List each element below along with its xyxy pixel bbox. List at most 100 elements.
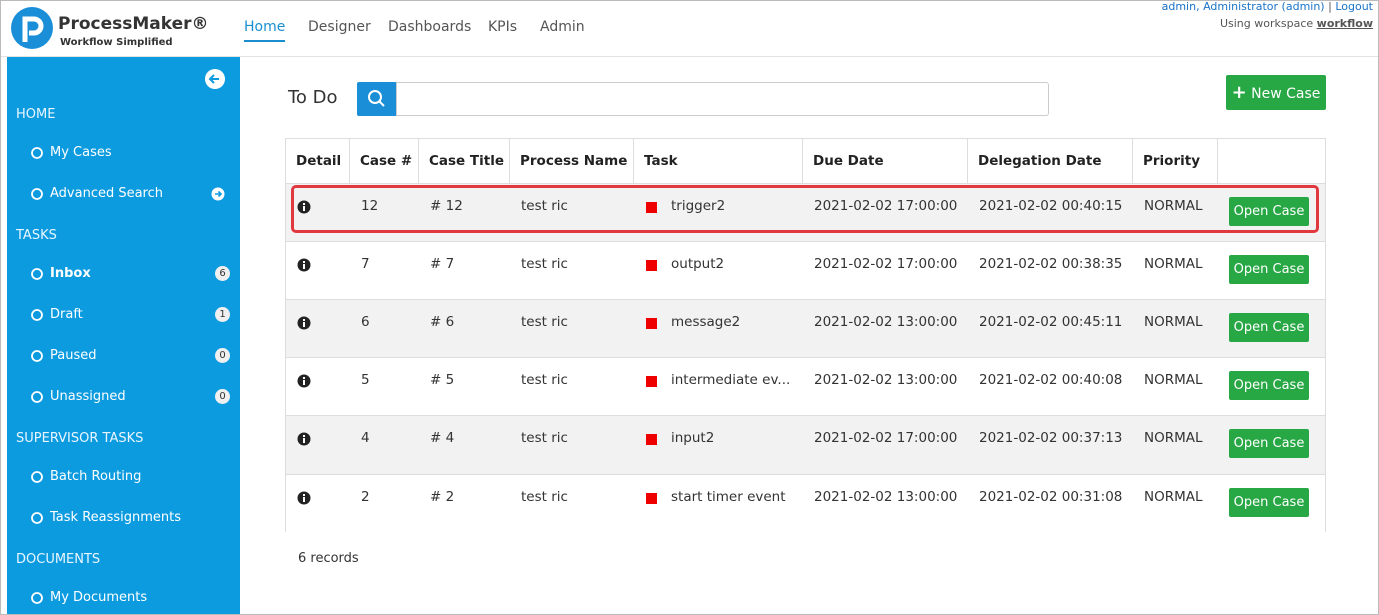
search-button[interactable]	[357, 82, 397, 116]
table-row: 5 # 5 test ric intermediate ev... 2021-02-02…	[286, 357, 1325, 416]
detail-icon[interactable]	[297, 374, 311, 388]
due-date: 2021-02-02 17:00:00	[814, 256, 958, 272]
collapse-button[interactable]	[204, 68, 226, 90]
case-number: 2	[361, 489, 370, 505]
delegation-date: 2021-02-02 00:31:08	[979, 489, 1123, 505]
process-name: test ric	[521, 256, 568, 272]
task-name: start timer event	[671, 489, 786, 505]
nav-link[interactable]: Home	[244, 19, 286, 42]
case-title: # 7	[430, 256, 455, 272]
case-number: 7	[361, 256, 370, 272]
delegation-date: 2021-02-02 00:37:13	[979, 430, 1123, 446]
case-number: 6	[361, 314, 370, 330]
case-number: 12	[361, 198, 379, 214]
due-date: 2021-02-02 13:00:00	[814, 489, 958, 505]
open-case-button[interactable]: Open Case	[1229, 371, 1309, 400]
column-header: Priority	[1143, 153, 1200, 169]
task-status	[646, 260, 657, 271]
case-number: 5	[361, 372, 370, 388]
nav-icon	[31, 268, 43, 280]
task-name: intermediate ev...	[671, 372, 791, 388]
detail-icon[interactable]	[297, 200, 311, 214]
priority: NORMAL	[1144, 372, 1203, 388]
nav-label: Inbox	[50, 266, 91, 281]
new-case-button[interactable]: + New Case	[1226, 75, 1326, 110]
task-status	[646, 493, 657, 504]
open-case-button[interactable]: Open Case	[1229, 197, 1309, 226]
nav-item[interactable]: My Cases	[7, 136, 240, 170]
header-divider	[0, 56, 1379, 57]
table-row: 7 # 7 test ric output2 2021-02-02 17:00:00 20…	[286, 241, 1325, 300]
case-title: # 5	[430, 372, 455, 388]
table-row: 4 # 4 test ric input2 2021-02-02 17:00:00 202…	[286, 415, 1325, 475]
nav-item[interactable]: Paused 0	[7, 339, 240, 373]
process-name: test ric	[521, 489, 568, 505]
task-name: input2	[671, 430, 715, 446]
process-name: test ric	[521, 372, 568, 388]
open-case-button[interactable]: Open Case	[1229, 488, 1309, 517]
priority: NORMAL	[1144, 256, 1203, 272]
nav-item[interactable]: Task Reassignments	[7, 501, 240, 535]
nav-label: Advanced Search	[50, 186, 164, 201]
column-header: Case #	[360, 153, 413, 169]
logo	[11, 7, 53, 49]
case-number: 4	[361, 430, 370, 446]
task-name: message2	[671, 314, 741, 330]
count-badge: 6	[215, 266, 230, 281]
nav-item[interactable]: My Documents	[7, 581, 240, 615]
section-title: TASKS	[16, 228, 57, 243]
nav-label: My Documents	[50, 590, 148, 605]
priority: NORMAL	[1144, 198, 1203, 214]
workspace-link[interactable]: workflow	[1316, 17, 1373, 30]
workspace-label: Using workspace	[1219, 17, 1314, 30]
cases-table: Detail Case # Case Title Process Name Task Du…	[285, 138, 1326, 533]
nav-icon	[31, 391, 43, 403]
open-case-button[interactable]: Open Case	[1229, 429, 1309, 458]
case-title: # 2	[430, 489, 455, 505]
nav-item[interactable]: Batch Routing	[7, 460, 240, 494]
search-input[interactable]	[396, 82, 1049, 116]
nav-item[interactable]: Inbox 6	[7, 257, 240, 291]
nav-item[interactable]: Draft 1	[7, 298, 240, 332]
brand: ProcessMaker®	[58, 14, 209, 34]
open-case-button[interactable]: Open Case	[1229, 255, 1309, 284]
process-name: test ric	[521, 314, 568, 330]
task-status	[646, 318, 657, 329]
highlight-box	[291, 185, 1319, 233]
nav-link[interactable]: Admin	[540, 19, 585, 35]
count-badge: 0	[215, 348, 230, 363]
case-title: # 6	[430, 314, 455, 330]
detail-icon[interactable]	[297, 258, 311, 272]
due-date: 2021-02-02 17:00:00	[814, 430, 958, 446]
nav-icon	[31, 147, 43, 159]
workspace-bar: Using workspace workflow	[1220, 17, 1373, 30]
logout-link[interactable]: Logout	[1335, 0, 1373, 13]
table-row: 12 # 12 test ric trigger2 2021-02-02 17:00:0…	[286, 183, 1325, 242]
process-name: test ric	[521, 198, 568, 214]
task-name: trigger2	[671, 198, 726, 214]
detail-icon[interactable]	[297, 491, 311, 505]
task-name: output2	[671, 256, 725, 272]
nav-icon	[31, 350, 43, 362]
expand-arrow[interactable]	[211, 187, 225, 201]
nav-link[interactable]: Dashboards	[388, 19, 472, 35]
user-name[interactable]: admin, Administrator (admin)	[1161, 0, 1325, 13]
detail-icon[interactable]	[297, 432, 311, 446]
due-date: 2021-02-02 17:00:00	[814, 198, 958, 214]
priority: NORMAL	[1144, 314, 1203, 330]
due-date: 2021-02-02 13:00:00	[814, 314, 958, 330]
nav-item[interactable]: Unassigned 0	[7, 380, 240, 414]
detail-icon[interactable]	[297, 316, 311, 330]
tagline: Workflow Simplified	[60, 37, 173, 48]
nav-link[interactable]: KPIs	[488, 19, 518, 35]
due-date: 2021-02-02 13:00:00	[814, 372, 958, 388]
nav-item[interactable]: Advanced Search	[7, 177, 240, 211]
nav-label: Unassigned	[50, 389, 126, 404]
nav-icon	[31, 309, 43, 321]
task-status	[646, 202, 657, 213]
nav-icon	[31, 512, 43, 524]
delegation-date: 2021-02-02 00:45:11	[979, 314, 1123, 330]
open-case-button[interactable]: Open Case	[1229, 313, 1309, 342]
nav-link[interactable]: Designer	[308, 19, 371, 35]
